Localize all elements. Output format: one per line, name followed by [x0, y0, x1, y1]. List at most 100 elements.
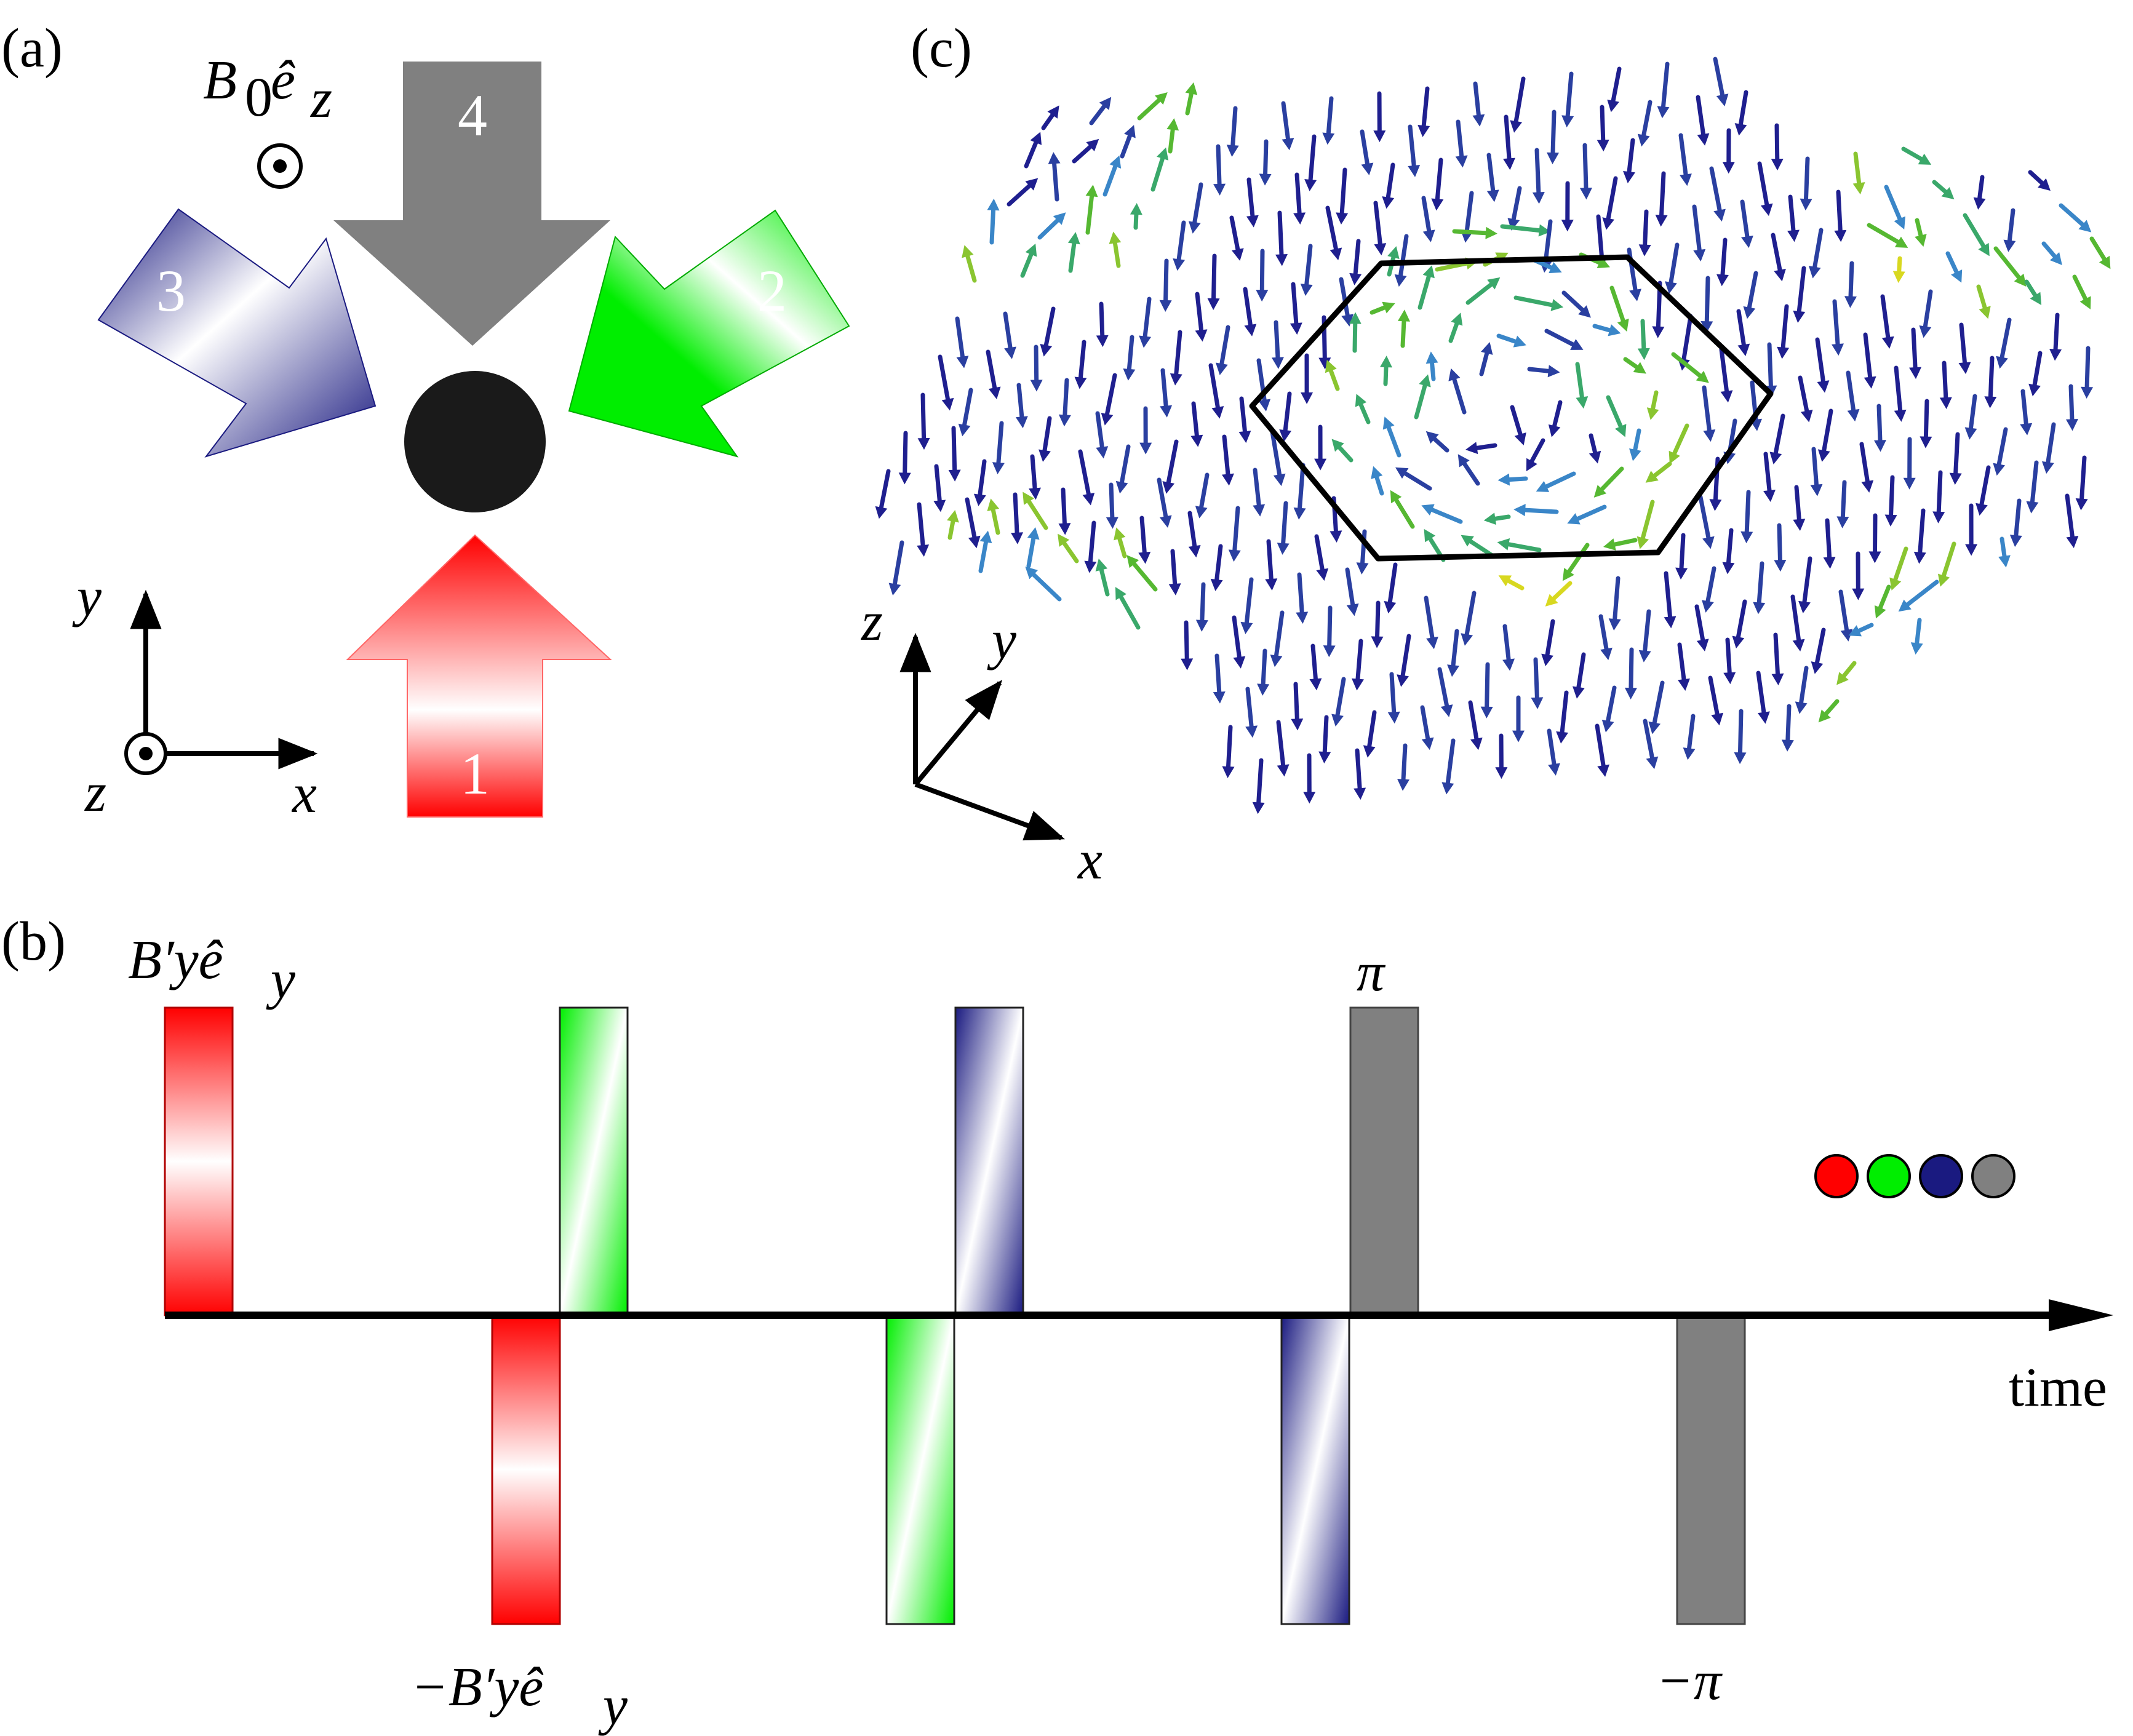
spin-vector	[1266, 539, 1274, 587]
spin-vector-head	[1025, 178, 1039, 191]
spin-vector	[1533, 657, 1540, 706]
spin-vector-head	[1271, 357, 1284, 369]
spin-vector	[1339, 167, 1347, 221]
spin-vector-head	[973, 493, 986, 506]
spin-vector	[1450, 372, 1467, 415]
spin-vector	[1061, 487, 1067, 532]
spin-vector	[1780, 304, 1789, 356]
spin-vector-head	[1447, 664, 1460, 677]
spin-vector-head	[2075, 498, 2088, 511]
spin-vector	[1596, 214, 1605, 263]
spin-vector-head	[1696, 639, 1709, 651]
spin-vector-head	[1978, 242, 1990, 257]
spin-vector-head	[988, 386, 1001, 399]
spin-vector-head	[1221, 473, 1234, 486]
spin-vector-head	[1844, 296, 1857, 308]
spin-vector	[1709, 166, 1723, 218]
spin-vector	[1513, 76, 1526, 129]
spin-vector-head	[1868, 551, 1881, 563]
spin-vector-head	[1397, 779, 1410, 791]
spin-vector-head	[1349, 312, 1362, 324]
spin-vector	[2065, 493, 2076, 544]
spin-vector-head	[1448, 368, 1461, 381]
spin-vector	[1229, 215, 1242, 257]
spin-vector	[1811, 447, 1819, 493]
beam-4-number: 4	[458, 82, 487, 148]
spin-vector	[2079, 455, 2087, 507]
spin-vector-head	[1374, 243, 1387, 256]
spin-vector	[2013, 498, 2022, 543]
spin-vector	[1863, 332, 1873, 385]
spin-vector	[1464, 191, 1474, 239]
spin-vector	[1366, 710, 1377, 754]
spin-vector	[1737, 709, 1744, 760]
spin-vector	[1176, 220, 1186, 267]
spin-vector	[1643, 719, 1656, 765]
spin-vector	[1582, 143, 1589, 196]
spin-vector	[1544, 619, 1555, 663]
spin-vector-head	[1909, 367, 1922, 380]
spin-vector	[965, 497, 978, 544]
spin-vector-head	[1095, 559, 1108, 571]
spin-vector	[1456, 119, 1465, 164]
spin-vector	[1095, 411, 1105, 455]
spin-vector-head	[1810, 484, 1823, 496]
spin-vector	[1978, 465, 1991, 512]
spin-vector	[1262, 139, 1269, 182]
spin-vector-head	[1382, 301, 1395, 314]
spin-vector	[1670, 423, 1689, 461]
spin-vector-head	[1675, 567, 1688, 580]
spin-vector-head	[1678, 678, 1690, 691]
spin-vector-head	[1029, 487, 1042, 500]
spin-vector	[1772, 413, 1785, 461]
spin-vector	[1725, 637, 1732, 680]
spin-vector-head	[1300, 284, 1313, 296]
spin-vector-head	[1318, 357, 1331, 370]
spin-vector-head	[1836, 672, 1849, 685]
spin-vector-head	[1349, 273, 1362, 285]
spin-vector	[1922, 289, 1933, 334]
spin-vector	[1270, 429, 1283, 482]
spin-vector-head	[1817, 449, 1830, 462]
spin-vector-head	[1696, 370, 1709, 383]
spin-vector-head	[1356, 562, 1369, 575]
spin-vector-head	[1716, 94, 1729, 106]
spin-vector	[1500, 224, 1547, 234]
spin-vector-head	[1130, 203, 1142, 215]
spin-vector-head	[1795, 701, 1808, 714]
spin-vector-head	[1425, 351, 1438, 364]
spin-vector-head	[1109, 155, 1122, 169]
pulse-gray-negative	[1676, 1314, 1746, 1625]
spin-vector	[1771, 233, 1784, 278]
axis-c-y: y	[987, 610, 1016, 671]
spin-vector-head	[1597, 139, 1609, 152]
spin-vector-head	[1732, 635, 1745, 649]
spin-vector-head	[1984, 396, 1997, 408]
spin-vector-head	[1734, 123, 1747, 136]
spin-vector-head	[962, 245, 974, 258]
spin-vector	[2068, 384, 2075, 427]
spin-vector-head	[1532, 192, 1545, 204]
spin-vector-head	[1058, 414, 1071, 427]
spin-vector-head	[1722, 562, 1735, 575]
spin-vector	[1559, 690, 1569, 740]
spin-vector	[1128, 557, 1158, 592]
spin-vector-head	[1419, 374, 1431, 388]
spin-vector-head	[1567, 513, 1581, 525]
spin-vector-head	[1864, 376, 1876, 389]
spin-vector	[1678, 133, 1689, 182]
spin-vector-head	[1074, 376, 1087, 389]
spin-vector-head	[1047, 105, 1059, 119]
spin-vector	[1659, 171, 1666, 223]
spin-vector	[1704, 566, 1716, 609]
spin-vector-head	[1257, 683, 1270, 696]
spin-vector	[1694, 604, 1706, 648]
spin-vector	[1746, 271, 1758, 316]
spin-vector	[1246, 177, 1256, 224]
spin-vector	[1798, 666, 1809, 711]
spin-vector-head	[1793, 310, 1806, 323]
spin-vector-head	[1291, 718, 1304, 731]
spin-vector-head	[1993, 463, 2006, 476]
spin-vector-head	[1720, 390, 1733, 403]
spin-vector-head	[1485, 226, 1497, 239]
